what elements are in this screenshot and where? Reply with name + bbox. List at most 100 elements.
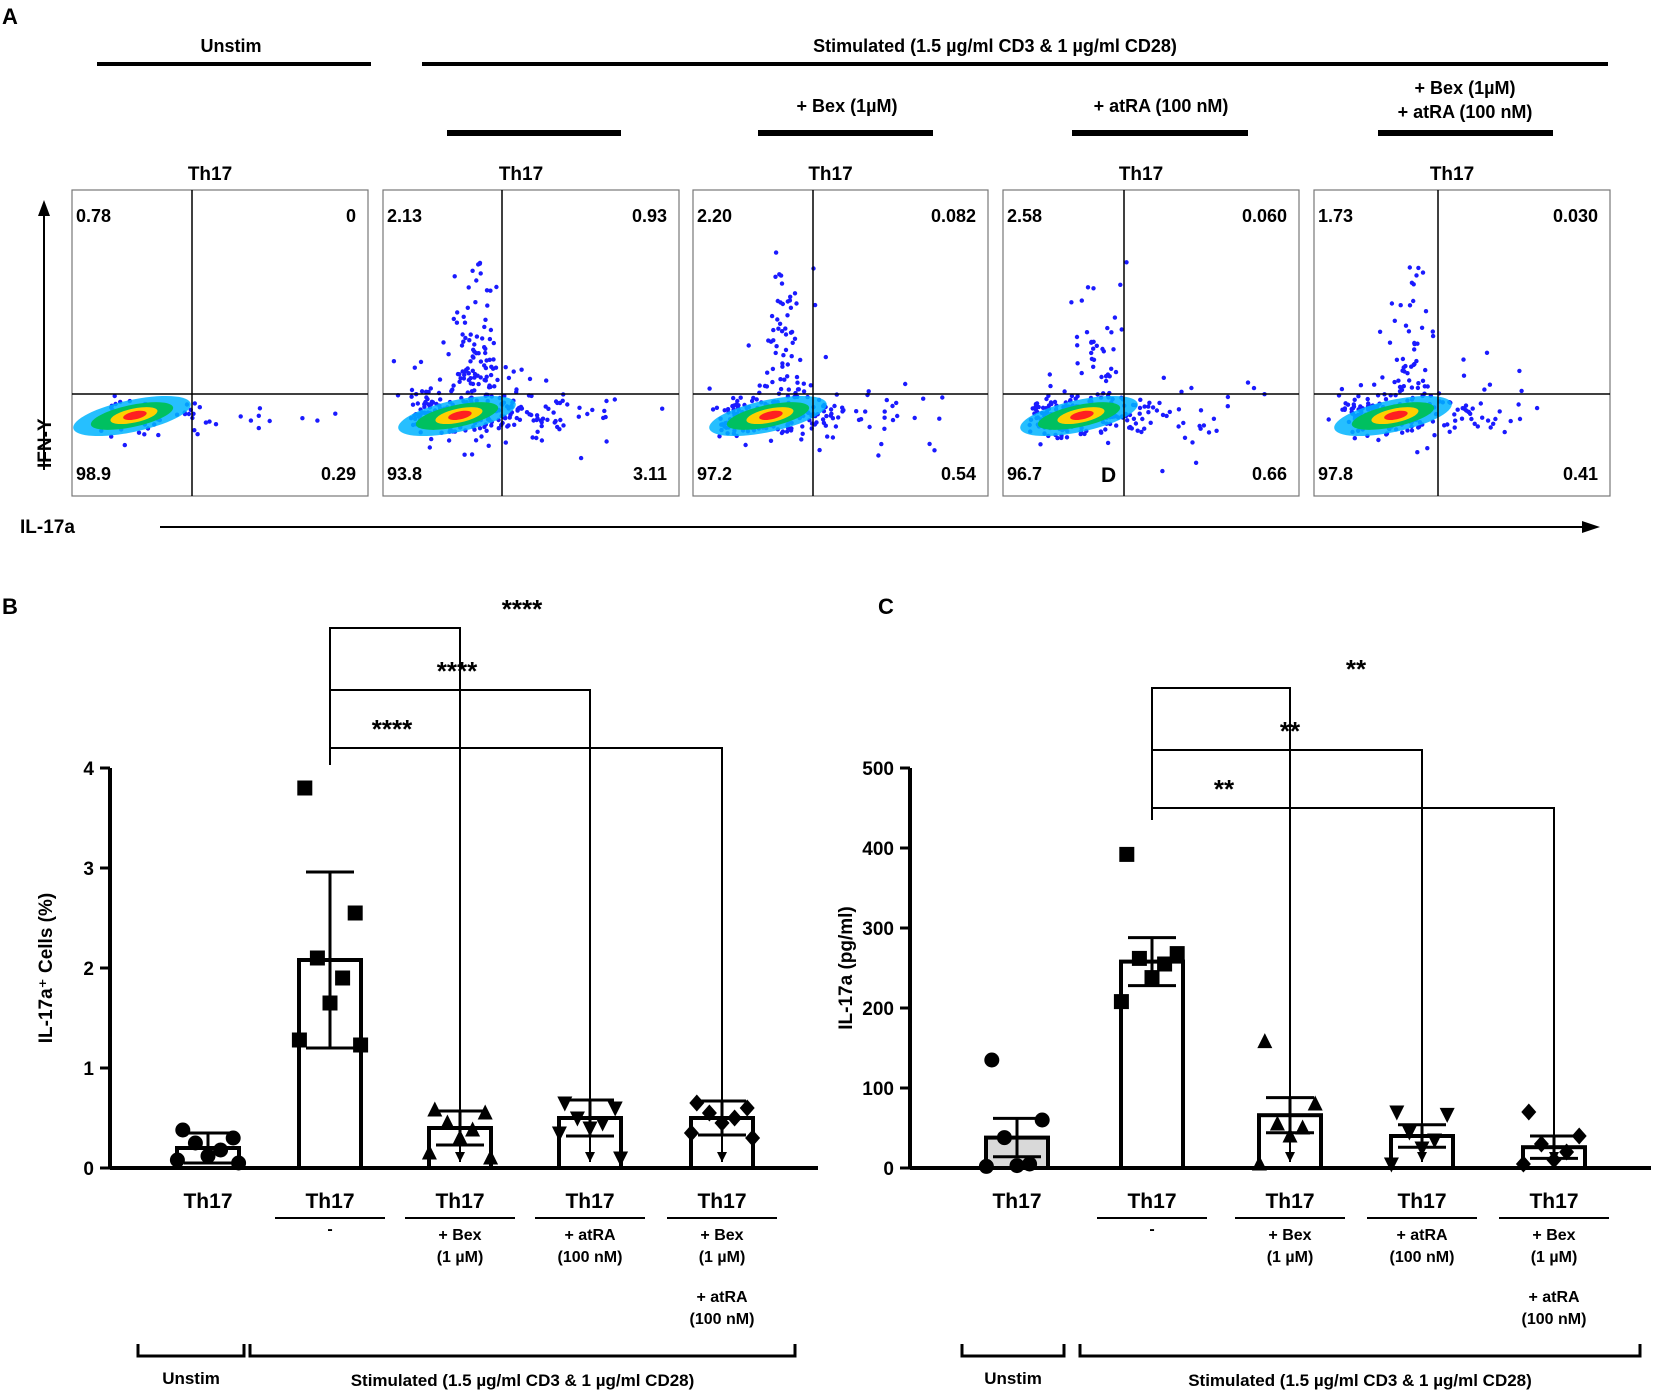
category-label: Th17 bbox=[697, 1190, 746, 1213]
flow-dot bbox=[529, 393, 534, 399]
flow-dot bbox=[707, 386, 712, 391]
flow-dot bbox=[461, 339, 466, 344]
flow-dot bbox=[1133, 421, 1139, 426]
density-hot bbox=[759, 410, 783, 421]
flow-dot bbox=[577, 405, 582, 410]
flow-dot bbox=[1113, 369, 1119, 375]
flow-dot bbox=[769, 313, 775, 319]
category-label: Th17 bbox=[1127, 1190, 1176, 1213]
flow-dot bbox=[1069, 300, 1074, 305]
flow-dot bbox=[1052, 399, 1058, 405]
flow-dot bbox=[785, 313, 790, 318]
flow-dot bbox=[409, 387, 415, 393]
flow-dot bbox=[410, 402, 416, 407]
flow-dot bbox=[1167, 409, 1173, 415]
flow-dot bbox=[1517, 368, 1522, 374]
data-point bbox=[1307, 1095, 1323, 1111]
data-point bbox=[1533, 1135, 1549, 1153]
flow-dot bbox=[754, 397, 759, 402]
significance-label: **** bbox=[437, 656, 478, 686]
flow-dot bbox=[473, 438, 479, 443]
flow-dot bbox=[478, 359, 484, 364]
flow-dot bbox=[774, 344, 779, 349]
flow-dot bbox=[483, 317, 488, 322]
flow-dot bbox=[437, 377, 443, 382]
panel-b: B 0 1 2 3 4 IL-17a⁺ Cells (%) Th17 Th17 Th17 Th17… bbox=[2, 594, 818, 1390]
flow-dot bbox=[743, 442, 748, 448]
flow-dot bbox=[474, 278, 479, 283]
flow-dot bbox=[801, 381, 806, 386]
flow-dot bbox=[1517, 416, 1523, 422]
flow-dot bbox=[1430, 329, 1436, 334]
flow-dot bbox=[1038, 442, 1043, 447]
panel-c-letter: C bbox=[878, 594, 894, 619]
flow-dot bbox=[470, 268, 475, 273]
flow-dot bbox=[423, 399, 428, 405]
flow-dot bbox=[1376, 437, 1381, 443]
flow-dot bbox=[483, 378, 488, 383]
flow-dot bbox=[487, 357, 492, 362]
data-point bbox=[1383, 1157, 1399, 1173]
flow-dot bbox=[783, 332, 789, 337]
flow-dot bbox=[1377, 329, 1383, 334]
flow-dot bbox=[1075, 394, 1080, 399]
flow-dot bbox=[828, 413, 833, 418]
data-point bbox=[701, 1104, 717, 1122]
flow-dot bbox=[1516, 402, 1521, 407]
flow-dot bbox=[1198, 408, 1204, 413]
flow-dot bbox=[451, 316, 456, 322]
flow-dot bbox=[777, 321, 783, 326]
data-point bbox=[1022, 1156, 1038, 1172]
stim-header: Stimulated (1.5 µg/ml CD3 & 1 µg/ml CD28… bbox=[813, 36, 1177, 56]
flow-dot bbox=[808, 383, 813, 388]
flow-dot bbox=[454, 320, 460, 325]
y-tick-label: 200 bbox=[862, 999, 894, 1020]
data-point bbox=[225, 1130, 241, 1146]
flow-dot bbox=[468, 381, 473, 386]
group-bracket-unstim bbox=[136, 1344, 246, 1358]
y-tick-label: 0 bbox=[883, 1159, 894, 1180]
flow-dot bbox=[1416, 265, 1421, 271]
flow-dot bbox=[1197, 423, 1202, 429]
flow-dot bbox=[470, 368, 475, 373]
stray-label-d: D bbox=[1101, 464, 1116, 487]
flow-dot bbox=[534, 417, 539, 423]
flow-dot bbox=[789, 354, 794, 359]
flow-dot bbox=[213, 422, 219, 427]
group-label-unstim: Unstim bbox=[162, 1369, 220, 1388]
flow-dot bbox=[821, 420, 827, 426]
data-point bbox=[1131, 950, 1147, 966]
flow-dot bbox=[1176, 424, 1181, 429]
flow-dot bbox=[427, 402, 432, 407]
comparison-arrow bbox=[585, 1152, 595, 1162]
flow-dot bbox=[866, 389, 871, 394]
flow-dot bbox=[766, 338, 771, 343]
quadrant-ll: 98.9 bbox=[76, 464, 111, 484]
flow-dot bbox=[136, 430, 142, 435]
flow-dot bbox=[195, 432, 200, 437]
flow-dot bbox=[1146, 404, 1151, 409]
y-tick-label: 2 bbox=[83, 959, 94, 980]
flow-dot bbox=[1420, 270, 1426, 275]
flow-dot bbox=[530, 435, 535, 440]
flow-dot bbox=[890, 403, 895, 409]
flow-dot bbox=[524, 410, 530, 415]
data-point bbox=[1295, 1119, 1311, 1135]
flow-dot bbox=[1478, 401, 1484, 406]
flow-dot bbox=[478, 375, 483, 380]
data-point bbox=[1113, 994, 1129, 1010]
flow-dot bbox=[538, 418, 544, 423]
flow-dot bbox=[449, 389, 454, 394]
flow-dot bbox=[785, 374, 790, 379]
flow-dot bbox=[585, 411, 590, 417]
data-point bbox=[689, 1094, 705, 1112]
flow-dot bbox=[1142, 426, 1147, 431]
flow-dot bbox=[1033, 407, 1039, 412]
flow-dot bbox=[458, 376, 463, 381]
flow-dot bbox=[590, 407, 595, 413]
flow-plot-2: Th17 2.13 0.93 93.8 3.11 bbox=[382, 164, 680, 497]
flow-dot bbox=[474, 351, 479, 356]
flow-dot bbox=[1452, 425, 1457, 430]
flow-dot bbox=[457, 379, 462, 384]
